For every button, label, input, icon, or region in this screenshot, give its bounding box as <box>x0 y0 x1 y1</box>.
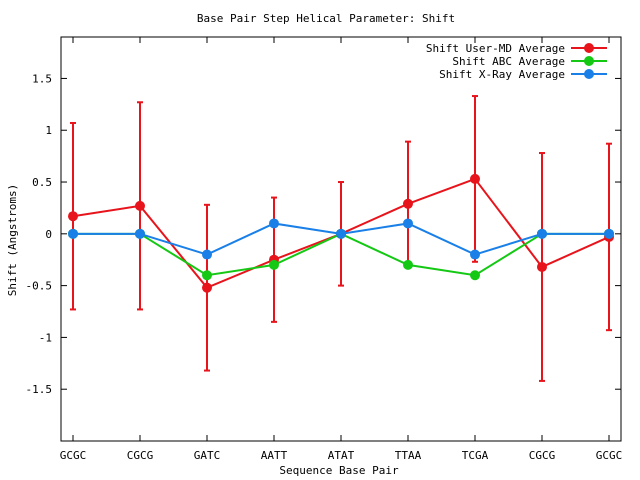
y-tick-label: 0.5 <box>32 176 52 189</box>
y-tick-label: 1.5 <box>32 72 52 85</box>
legend-label: Shift ABC Average <box>452 55 565 68</box>
data-point <box>470 270 480 281</box>
data-point <box>470 173 480 184</box>
data-point <box>403 198 413 209</box>
x-tick-label: TTAA <box>395 449 422 462</box>
y-tick-label: -1.5 <box>26 383 53 396</box>
x-tick-label: CGCG <box>529 449 556 462</box>
data-point <box>336 228 346 239</box>
legend-marker <box>584 43 594 53</box>
y-tick-label: -0.5 <box>26 280 53 293</box>
data-point <box>202 282 212 293</box>
y-axis-label: Shift (Angstroms) <box>6 184 19 297</box>
data-point <box>470 249 480 260</box>
data-point <box>537 261 547 272</box>
data-point <box>403 259 413 270</box>
data-point <box>202 249 212 260</box>
data-point <box>269 218 279 229</box>
data-point <box>135 228 145 239</box>
legend-marker <box>584 56 594 66</box>
chart-title: Base Pair Step Helical Parameter: Shift <box>197 12 455 25</box>
data-point <box>202 270 212 281</box>
data-point <box>135 200 145 211</box>
y-tick-label: -1 <box>39 331 52 344</box>
series-layer <box>68 173 614 293</box>
x-tick-label: TCGA <box>462 449 489 462</box>
data-point <box>68 228 78 239</box>
data-point <box>537 228 547 239</box>
y-tick-label: 1 <box>45 124 52 137</box>
x-tick-label: GATC <box>194 449 221 462</box>
data-point <box>604 228 614 239</box>
x-axis-label: Sequence Base Pair <box>279 464 399 477</box>
x-tick-label: GCGC <box>596 449 623 462</box>
x-tick-label: GCGC <box>60 449 87 462</box>
data-point <box>403 218 413 229</box>
axis-ticks: -1.5 -1 -0.5 0 0.5 1 1.5 GCGC CGCG GATC AATT ATAT TT… <box>26 37 623 462</box>
data-point <box>269 259 279 270</box>
legend-label: Shift X-Ray Average <box>439 68 565 81</box>
legend-label: Shift User-MD Average <box>426 42 565 55</box>
legend-marker <box>584 69 594 79</box>
y-tick-label: 0 <box>45 228 52 241</box>
data-point <box>68 211 78 222</box>
x-tick-label: CGCG <box>127 449 154 462</box>
x-tick-label: AATT <box>261 449 288 462</box>
x-tick-label: ATAT <box>328 449 355 462</box>
